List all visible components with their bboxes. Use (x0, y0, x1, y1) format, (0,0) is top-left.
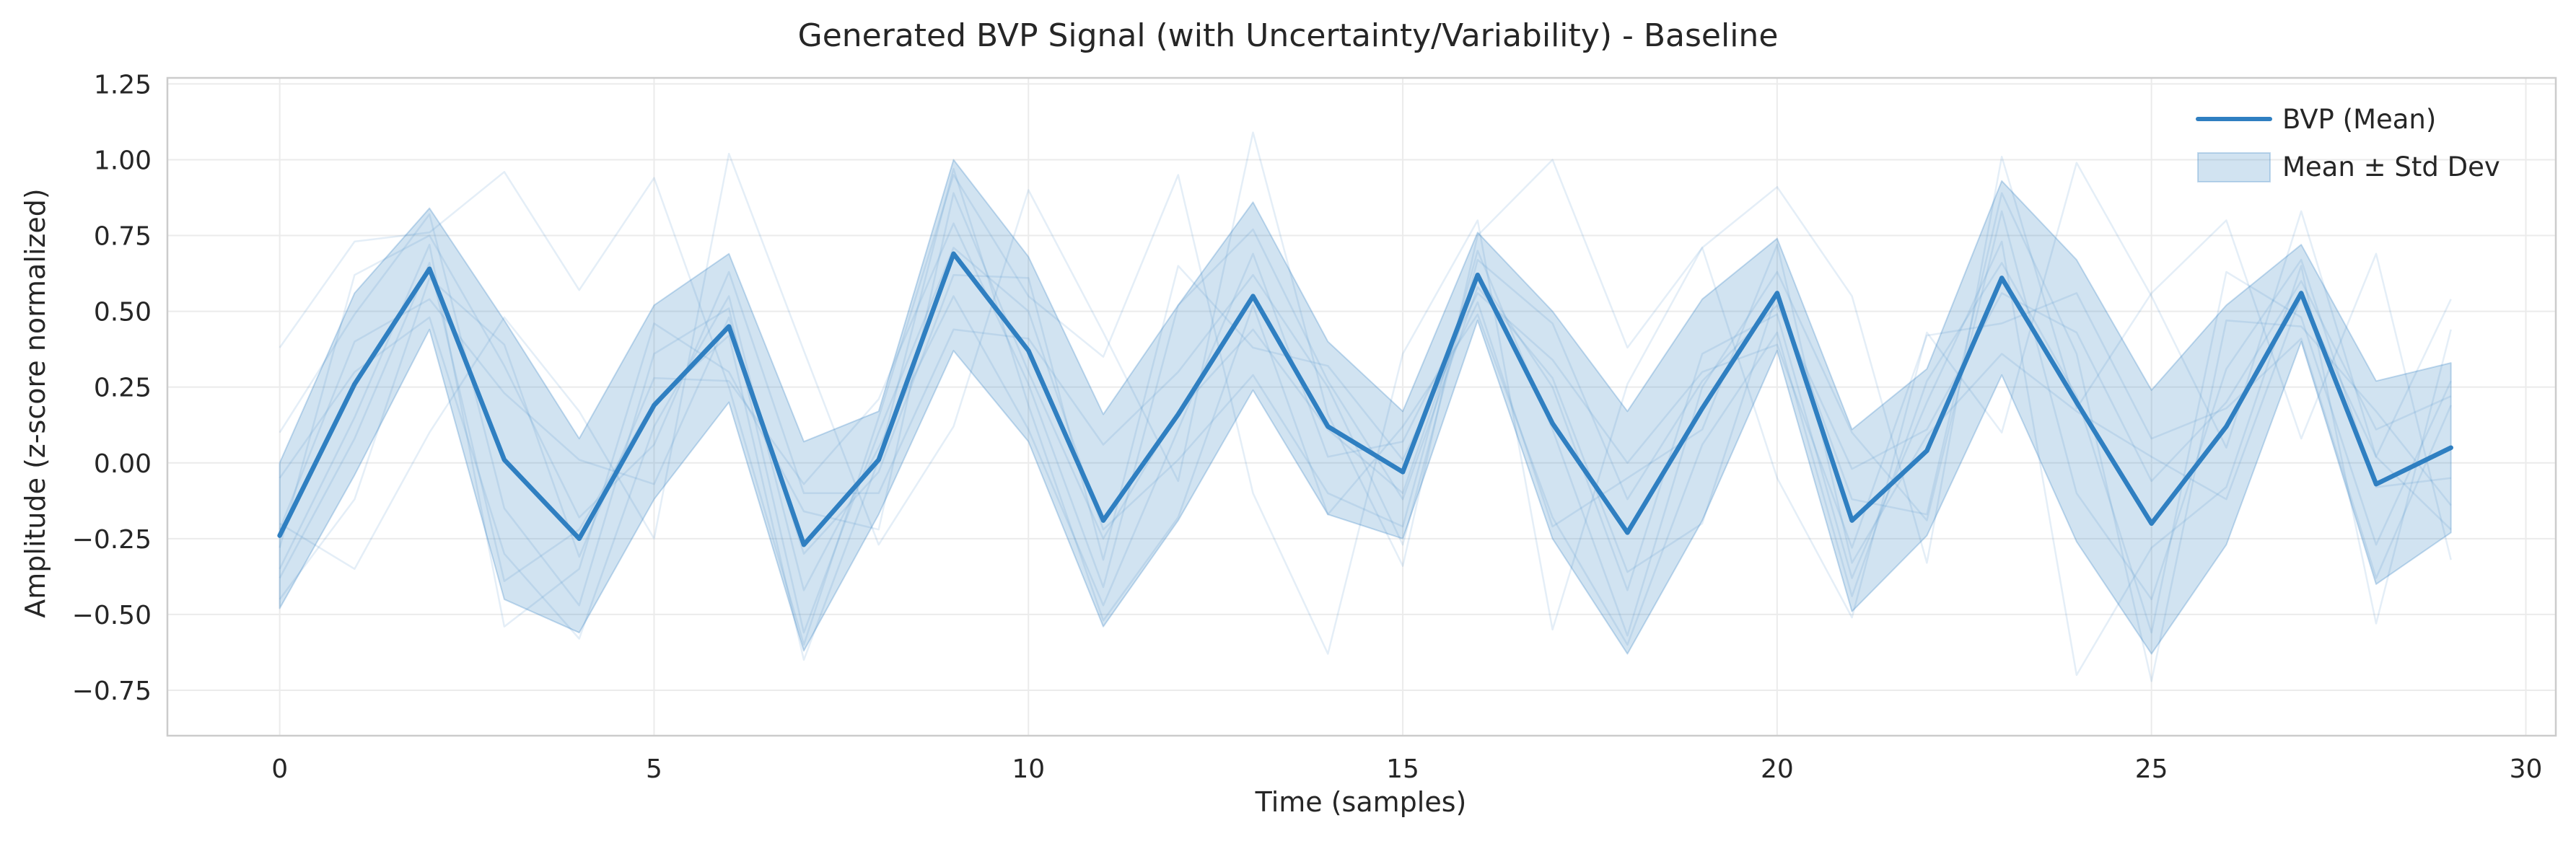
x-tick-label: 10 (1012, 754, 1045, 784)
x-tick-label: 30 (2510, 754, 2543, 784)
sample-trace-line (279, 192, 2452, 677)
chart-title: Generated BVP Signal (with Uncertainty/V… (798, 17, 1779, 54)
sample-trace-line (279, 156, 2452, 655)
y-tick-label: −0.75 (72, 677, 152, 706)
sample-trace-line (279, 210, 2451, 637)
x-tick-label: 15 (1386, 754, 1419, 784)
std-dev-band (279, 159, 2452, 655)
y-tick-label: 1.00 (94, 146, 152, 175)
plot-frame (166, 76, 2557, 737)
y-tick-label: 0.00 (94, 449, 152, 479)
x-axis-label: Time (samples) (1255, 786, 1467, 818)
grid (167, 78, 2556, 736)
mean-line-group (277, 251, 2453, 547)
y-ticks: −0.75 −0.50 −0.25 0.00 0.25 0.50 0.75 1.00 1.25 (72, 70, 152, 706)
mean-line (277, 251, 2453, 547)
legend-swatch-band (2197, 152, 2271, 182)
x-ticks: 0 5 10 15 20 25 30 (271, 754, 2542, 784)
y-tick-label: −0.50 (72, 601, 152, 630)
legend-label-band: Mean ± Std Dev (2282, 151, 2500, 182)
sample-trace-line (279, 234, 2452, 548)
sample-trace-line (279, 131, 2452, 619)
y-tick-label: 0.75 (94, 222, 152, 252)
std-dev-band-group (279, 159, 2452, 655)
x-tick-label: 0 (271, 754, 288, 784)
y-tick-label: 1.25 (94, 70, 152, 100)
x-tick-label: 25 (2135, 754, 2168, 784)
y-tick-label: 0.25 (94, 374, 152, 403)
sample-trace-line (279, 192, 2452, 682)
y-tick-label: −0.25 (72, 525, 152, 555)
legend-label-mean: BVP (Mean) (2282, 104, 2436, 135)
x-tick-label: 5 (646, 754, 662, 784)
legend: BVP (Mean) Mean ± Std Dev (2196, 104, 2500, 182)
x-tick-label: 20 (1761, 754, 1794, 784)
y-axis-label: Amplitude (z-score normalized) (19, 188, 51, 617)
y-tick-label: 0.50 (94, 298, 152, 327)
